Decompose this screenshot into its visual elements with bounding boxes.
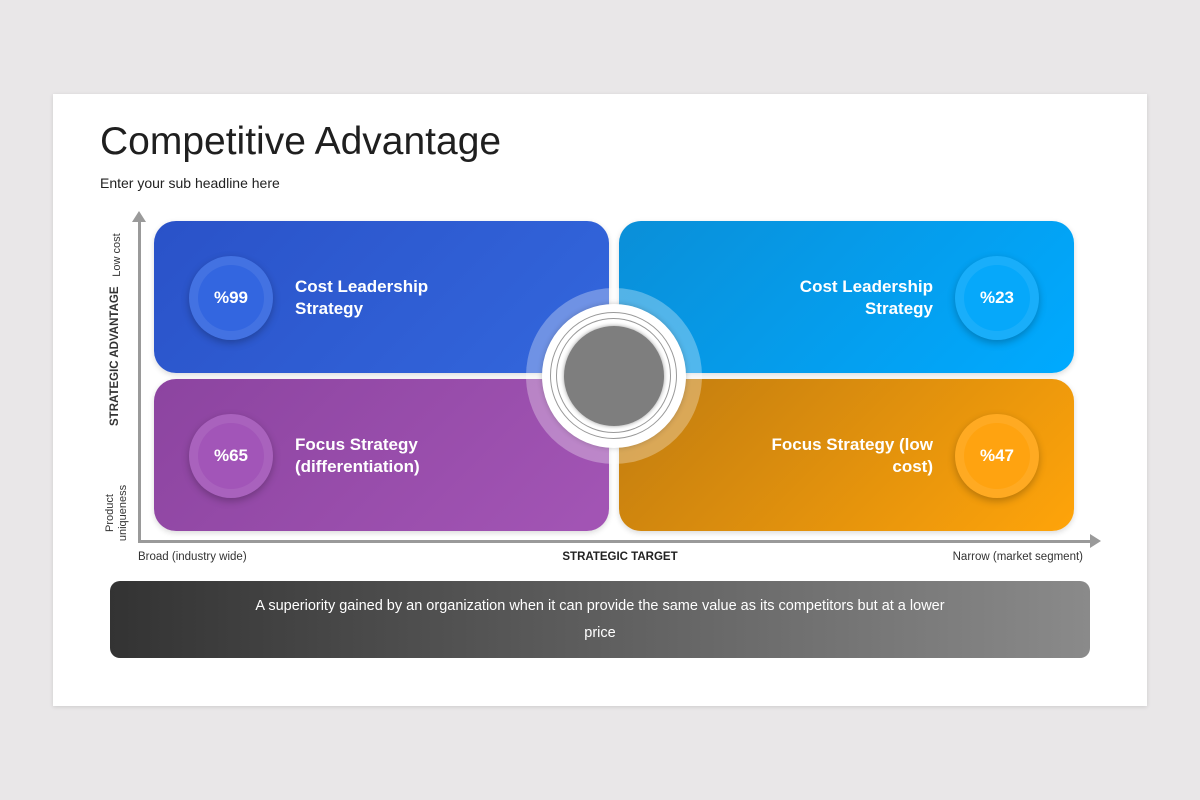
y-axis-line [138,218,141,543]
center-hub-ring [556,318,671,433]
y-axis-title: STRATEGIC ADVANTAGE [109,286,121,427]
center-hub-ring [550,312,677,439]
x-axis-arrow-icon [1090,534,1101,548]
percent-badge: %99 [189,256,273,340]
x-axis-left-label: Broad (industry wide) [138,551,247,563]
quadrant-focus-differentiation: %65 Focus Strategy (differentiation) [154,379,609,531]
y-axis-arrow-icon [132,211,146,222]
quadrant-focus-low-cost: %47 Focus Strategy (low cost) [619,379,1074,531]
quadrant-label: Focus Strategy (differentiation) [295,435,420,476]
quadrant-label: Cost Leadership Strategy [799,277,933,318]
page-title: Competitive Advantage [100,120,502,163]
subtitle: Enter your sub headline here [100,175,280,191]
center-hub-core [564,326,664,426]
quadrant-cost-leadership-broad: %99 Cost Leadership Strategy [154,221,609,373]
y-axis-top-label: Low cost [111,233,123,277]
quadrant-cost-leadership-narrow: %23 Cost Leadership Strategy [619,221,1074,373]
x-axis-title: STRATEGIC TARGET [562,551,678,563]
y-axis-bottom-label: Product uniqueness [104,484,129,542]
x-axis-line [138,540,1093,543]
quadrant-label: Focus Strategy (low cost) [771,435,933,476]
percent-badge: %65 [189,414,273,498]
definition-banner: A superiority gained by an organization … [110,581,1090,658]
percent-badge: %23 [955,256,1039,340]
x-axis-right-label: Narrow (market segment) [952,551,1083,563]
percent-badge: %47 [955,414,1039,498]
quadrant-label: Cost Leadership Strategy [295,277,429,318]
definition-text: A superiority gained by an organization … [255,597,945,641]
